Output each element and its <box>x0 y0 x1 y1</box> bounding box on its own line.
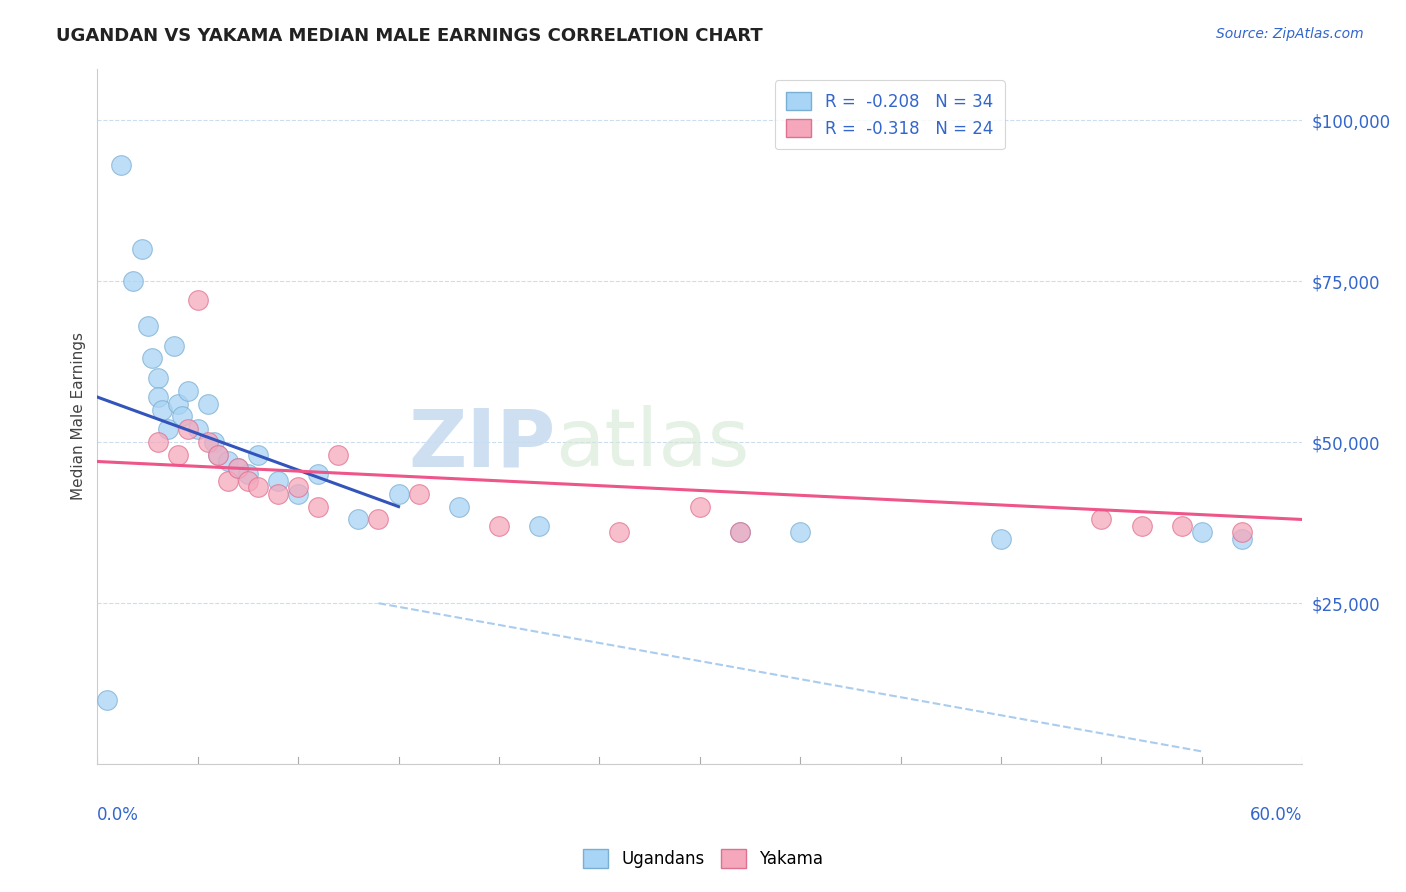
Point <box>207 448 229 462</box>
Point <box>156 422 179 436</box>
Point <box>789 525 811 540</box>
Point <box>527 519 550 533</box>
Point <box>1130 519 1153 533</box>
Point <box>150 403 173 417</box>
Point <box>447 500 470 514</box>
Point <box>1191 525 1213 540</box>
Point <box>122 274 145 288</box>
Point <box>197 396 219 410</box>
Point <box>307 500 329 514</box>
Point <box>1230 525 1253 540</box>
Point <box>287 486 309 500</box>
Point <box>236 474 259 488</box>
Point <box>226 461 249 475</box>
Text: atlas: atlas <box>555 405 749 483</box>
Point <box>267 486 290 500</box>
Point <box>177 422 200 436</box>
Point <box>187 422 209 436</box>
Point <box>170 409 193 424</box>
Point <box>689 500 711 514</box>
Point <box>146 370 169 384</box>
Point <box>141 351 163 366</box>
Point <box>1230 532 1253 546</box>
Text: UGANDAN VS YAKAMA MEDIAN MALE EARNINGS CORRELATION CHART: UGANDAN VS YAKAMA MEDIAN MALE EARNINGS C… <box>56 27 763 45</box>
Point <box>1170 519 1192 533</box>
Point <box>96 693 118 707</box>
Point <box>163 338 186 352</box>
Point <box>328 448 350 462</box>
Point <box>307 467 329 482</box>
Point <box>236 467 259 482</box>
Point <box>246 448 269 462</box>
Legend: Ugandans, Yakama: Ugandans, Yakama <box>576 843 830 875</box>
Point <box>728 525 751 540</box>
Point <box>131 242 153 256</box>
Point <box>246 480 269 494</box>
Point <box>347 512 370 526</box>
Y-axis label: Median Male Earnings: Median Male Earnings <box>72 333 86 500</box>
Point <box>217 474 239 488</box>
Point <box>387 486 409 500</box>
Point <box>207 448 229 462</box>
Point <box>1090 512 1112 526</box>
Legend: R =  -0.208   N = 34, R =  -0.318   N = 24: R = -0.208 N = 34, R = -0.318 N = 24 <box>775 80 1005 149</box>
Point <box>287 480 309 494</box>
Point <box>267 474 290 488</box>
Point <box>202 435 225 450</box>
Point <box>217 454 239 468</box>
Point <box>226 461 249 475</box>
Point <box>136 319 159 334</box>
Point <box>408 486 430 500</box>
Text: ZIP: ZIP <box>408 405 555 483</box>
Point <box>990 532 1012 546</box>
Text: 0.0%: 0.0% <box>97 806 139 824</box>
Point <box>609 525 631 540</box>
Point <box>146 435 169 450</box>
Point <box>197 435 219 450</box>
Point <box>166 448 188 462</box>
Point <box>187 293 209 308</box>
Point <box>728 525 751 540</box>
Point <box>146 390 169 404</box>
Text: Source: ZipAtlas.com: Source: ZipAtlas.com <box>1216 27 1364 41</box>
Point <box>367 512 389 526</box>
Point <box>488 519 510 533</box>
Point <box>110 158 132 172</box>
Point <box>177 384 200 398</box>
Point <box>166 396 188 410</box>
Text: 60.0%: 60.0% <box>1250 806 1302 824</box>
